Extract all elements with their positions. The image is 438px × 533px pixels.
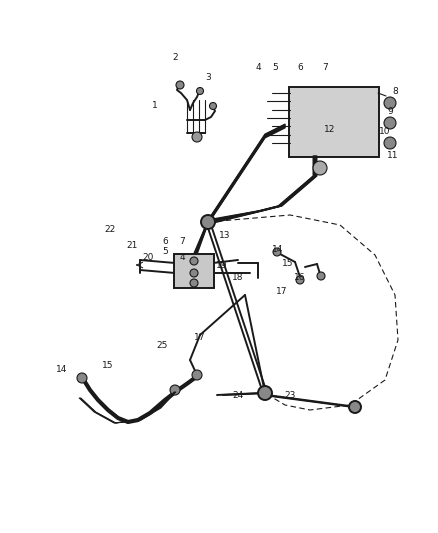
Circle shape xyxy=(77,373,87,383)
Circle shape xyxy=(190,269,198,277)
Text: 9: 9 xyxy=(387,108,393,117)
Text: 18: 18 xyxy=(232,273,244,282)
Circle shape xyxy=(384,137,396,149)
Text: 13: 13 xyxy=(219,230,231,239)
Circle shape xyxy=(313,161,327,175)
Text: 15: 15 xyxy=(282,259,294,268)
Circle shape xyxy=(209,102,216,109)
Text: 1: 1 xyxy=(152,101,158,109)
Circle shape xyxy=(197,87,204,94)
Circle shape xyxy=(384,117,396,129)
Circle shape xyxy=(349,401,361,413)
Text: 20: 20 xyxy=(142,253,154,262)
Text: 8: 8 xyxy=(392,87,398,96)
Circle shape xyxy=(258,386,272,400)
Text: 17: 17 xyxy=(194,334,206,343)
Circle shape xyxy=(176,81,184,89)
Text: 4: 4 xyxy=(255,63,261,72)
Circle shape xyxy=(296,276,304,284)
Text: 23: 23 xyxy=(284,391,296,400)
Text: 2: 2 xyxy=(172,52,178,61)
Text: 3: 3 xyxy=(205,72,211,82)
Text: 16: 16 xyxy=(294,273,306,282)
Circle shape xyxy=(192,132,202,142)
Circle shape xyxy=(317,272,325,280)
Text: 14: 14 xyxy=(57,366,68,375)
Text: 25: 25 xyxy=(156,341,168,350)
Text: 5: 5 xyxy=(272,63,278,72)
Text: 14: 14 xyxy=(272,246,284,254)
Circle shape xyxy=(273,248,281,256)
Text: 10: 10 xyxy=(379,127,391,136)
Circle shape xyxy=(170,385,180,395)
Circle shape xyxy=(201,215,215,229)
Text: 24: 24 xyxy=(233,391,244,400)
Text: 5: 5 xyxy=(162,247,168,256)
Text: 22: 22 xyxy=(104,225,116,235)
FancyBboxPatch shape xyxy=(289,87,379,157)
Text: 12: 12 xyxy=(324,125,336,134)
FancyBboxPatch shape xyxy=(174,254,214,288)
Text: 11: 11 xyxy=(387,150,399,159)
Text: 4: 4 xyxy=(179,254,185,262)
Circle shape xyxy=(190,279,198,287)
Circle shape xyxy=(384,97,396,109)
Text: 19: 19 xyxy=(216,261,228,270)
Text: 6: 6 xyxy=(297,63,303,72)
Text: 6: 6 xyxy=(162,238,168,246)
Circle shape xyxy=(192,370,202,380)
Text: 7: 7 xyxy=(322,63,328,72)
Text: 17: 17 xyxy=(276,287,288,296)
Text: 15: 15 xyxy=(102,360,114,369)
Circle shape xyxy=(190,257,198,265)
Text: 7: 7 xyxy=(179,238,185,246)
Text: 21: 21 xyxy=(126,240,138,249)
